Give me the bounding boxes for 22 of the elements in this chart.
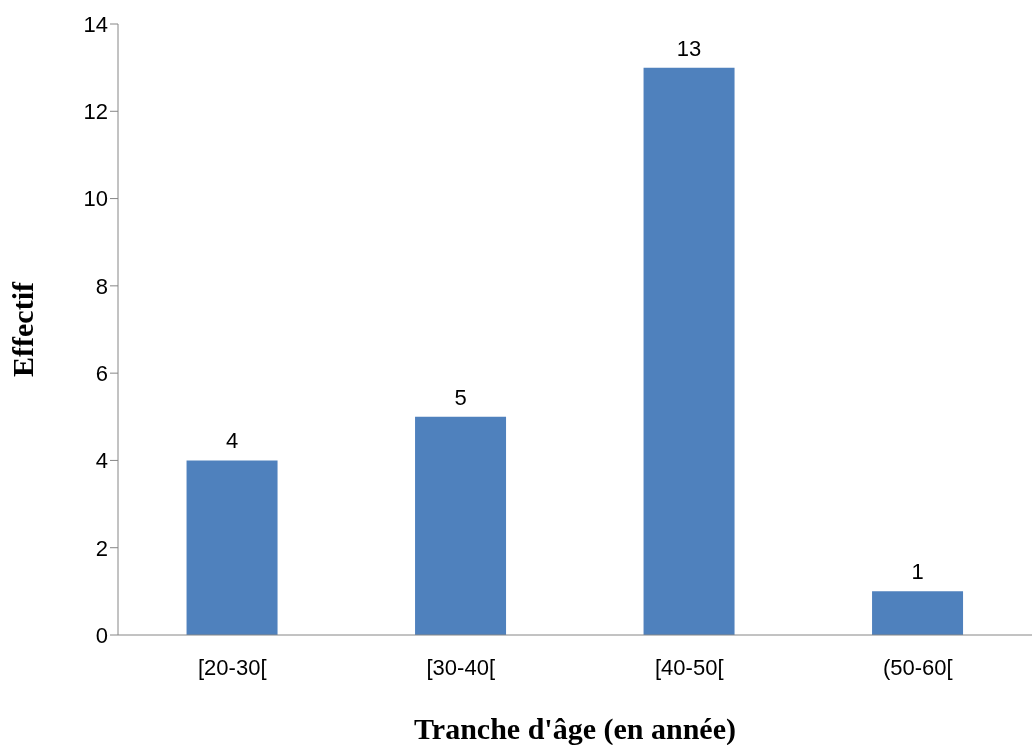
y-tick-label: 0	[95, 622, 108, 648]
y-tick-label: 8	[95, 273, 108, 299]
data-label: 5	[454, 384, 467, 410]
bar	[872, 591, 964, 635]
x-tick-label: [30-40[	[426, 654, 495, 680]
bar	[186, 460, 278, 635]
y-tick-label: 14	[83, 11, 108, 37]
bar	[643, 67, 735, 635]
data-label: 1	[911, 559, 924, 585]
x-tick-label: [20-30[	[198, 654, 267, 680]
x-tick-label: (50-60[	[882, 654, 953, 680]
y-tick-label: 6	[95, 360, 108, 386]
x-axis-title: Tranche d'âge (en année)	[414, 712, 736, 745]
y-axis-title: Effectif	[5, 281, 39, 377]
y-tick-label: 12	[83, 99, 108, 125]
y-tick-label: 2	[95, 535, 108, 561]
data-label: 13	[676, 35, 702, 61]
y-tick-label: 4	[95, 448, 108, 474]
bar	[415, 416, 507, 635]
y-tick-label: 10	[83, 186, 108, 212]
data-label: 4	[225, 428, 239, 454]
x-tick-label: [40-50[	[655, 654, 724, 680]
